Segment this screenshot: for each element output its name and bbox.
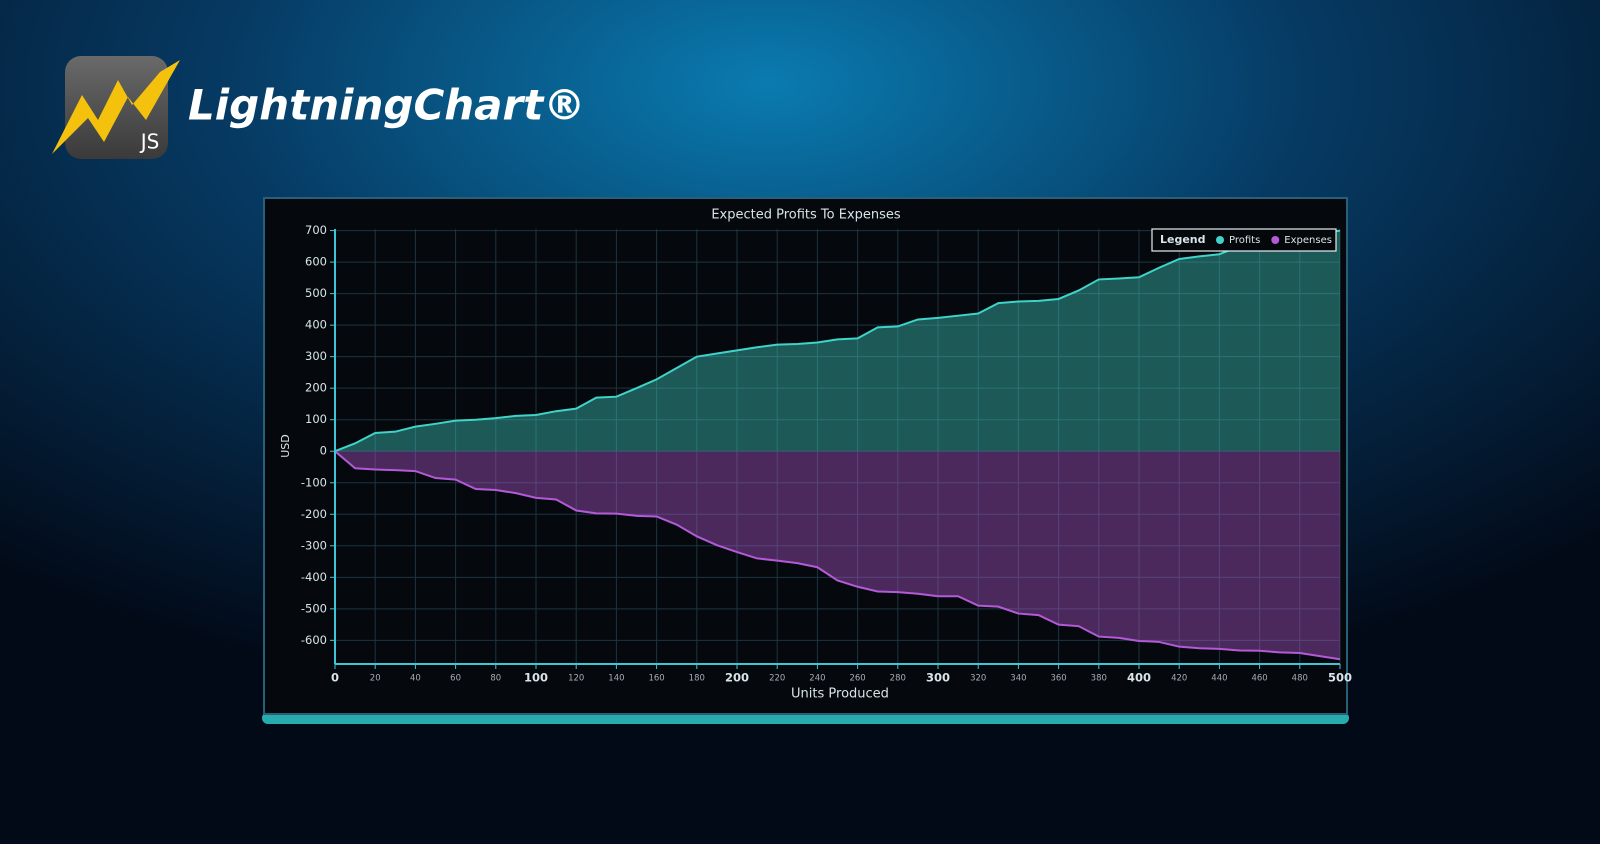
y-tick-label: 600 — [305, 255, 327, 269]
plot-area: -600-500-400-300-200-1000100200300400500… — [301, 223, 1352, 684]
y-tick-label: -300 — [301, 538, 327, 552]
legend-swatch — [1271, 236, 1280, 244]
y-tick-label: 200 — [305, 381, 327, 395]
y-tick-label: -400 — [301, 570, 327, 584]
series-line — [334, 229, 1341, 453]
x-tick-label: 140 — [608, 674, 624, 684]
logo-bolt — [52, 60, 180, 154]
x-tick-label: 240 — [809, 674, 825, 684]
series-line — [334, 450, 1341, 661]
y-tick-label: -100 — [301, 475, 327, 489]
x-tick-label: 0 — [331, 671, 339, 685]
x-tick-label: 160 — [648, 674, 664, 684]
x-tick-label: 20 — [370, 674, 381, 684]
x-tick-label: 360 — [1050, 674, 1066, 684]
x-tick-label: 500 — [1328, 671, 1352, 685]
y-tick-label: 500 — [305, 286, 327, 300]
x-tick-label: 60 — [450, 674, 461, 684]
y-tick-label: 300 — [305, 349, 327, 363]
x-tick-label: 440 — [1211, 674, 1227, 684]
x-tick-label: 280 — [890, 674, 906, 684]
x-tick-label: 380 — [1091, 674, 1107, 684]
x-tick-label: 200 — [725, 671, 749, 685]
x-tick-label: 220 — [769, 674, 785, 684]
x-tick-label: 100 — [524, 671, 548, 685]
y-tick-label: 700 — [305, 223, 327, 237]
y-tick-label: 100 — [305, 412, 327, 426]
brand-name: LightningChart® — [188, 81, 585, 130]
x-tick-label: 480 — [1292, 674, 1308, 684]
x-tick-label: 260 — [849, 674, 865, 684]
x-tick-label: 400 — [1127, 671, 1151, 685]
y-tick-label: 0 — [320, 444, 327, 458]
x-tick-label: 40 — [410, 674, 421, 684]
y-axis-title: USD — [279, 434, 292, 458]
x-tick-label: 460 — [1251, 674, 1267, 684]
legend-title: Legend — [1160, 233, 1206, 246]
chart-title: Expected Profits To Expenses — [711, 208, 901, 223]
legend-swatch — [1216, 236, 1224, 244]
x-tick-label: 120 — [568, 674, 584, 684]
x-tick-label: 80 — [490, 674, 501, 684]
x-tick-label: 180 — [689, 674, 705, 684]
y-tick-label: -200 — [301, 507, 327, 521]
x-tick-label: 300 — [926, 671, 950, 685]
x-axis-title: Units Produced — [791, 687, 889, 702]
x-tick-label: 420 — [1171, 674, 1187, 684]
y-tick-label: 400 — [305, 318, 327, 332]
x-tick-label: 340 — [1010, 674, 1026, 684]
area-fill — [335, 451, 1340, 660]
legend-label: Profits — [1229, 235, 1260, 246]
legend-label: Expenses — [1284, 235, 1332, 246]
x-tick-label: 320 — [970, 674, 986, 684]
logo-text: JS — [139, 130, 160, 154]
legend-box — [1151, 228, 1337, 252]
y-tick-label: -500 — [301, 601, 327, 615]
chart-panel — [263, 197, 1348, 715]
y-tick-label: -600 — [301, 633, 327, 647]
